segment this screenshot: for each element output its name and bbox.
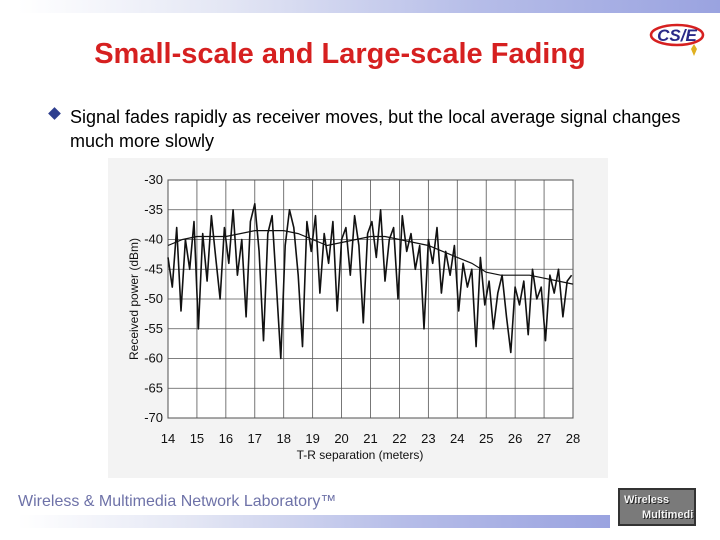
- logo-swoosh: [649, 23, 705, 47]
- cse-logo: CS/E: [649, 23, 705, 56]
- x-tick-label: 24: [450, 431, 464, 446]
- bullet-diamond-icon: [48, 107, 61, 120]
- x-tick-label: 17: [248, 431, 262, 446]
- x-tick-label: 25: [479, 431, 493, 446]
- logo-text: CS/E: [657, 26, 697, 45]
- x-tick-label: 20: [334, 431, 348, 446]
- chart-grid: [167, 179, 574, 419]
- top-accent-bar: [18, 0, 720, 13]
- y-tick-label: -50: [144, 291, 163, 306]
- y-tick-label: -70: [144, 410, 163, 425]
- x-tick-label: 14: [161, 431, 175, 446]
- bullet-text: Signal fades rapidly as receiver moves, …: [70, 107, 681, 151]
- footer-logo-line1: Wireless: [624, 494, 670, 506]
- x-axis-label: T-R separation (meters): [297, 448, 424, 462]
- x-tick-label: 19: [305, 431, 319, 446]
- footer-lab-name: Wireless & Multimedia Network Laboratory…: [18, 493, 337, 510]
- x-tick-label: 21: [363, 431, 377, 446]
- y-tick-label: -40: [144, 232, 163, 247]
- x-tick-label: 15: [190, 431, 204, 446]
- fading-chart: -30 -35 -40 -45 -50 -55 -60 -65 -70 14 15 16 17 18 19…: [108, 158, 608, 478]
- x-tick-labels: 14 15 16 17 18 19 20 21 22 23 24 25 26 27 28: [161, 431, 580, 446]
- y-tick-label: -65: [144, 380, 163, 395]
- bottom-accent-bar: [18, 515, 610, 528]
- y-tick-label: -45: [144, 261, 163, 276]
- series-received-signal: [167, 202, 573, 360]
- x-tick-label: 16: [219, 431, 233, 446]
- x-tick-label: 26: [508, 431, 522, 446]
- x-tick-label: 22: [392, 431, 406, 446]
- series-local-average: [167, 229, 574, 285]
- y-tick-label: -30: [144, 172, 163, 187]
- y-tick-label: -60: [144, 351, 163, 366]
- wireless-multimedia-logo: Wireless Multimedia: [618, 488, 696, 526]
- x-tick-label: 27: [537, 431, 551, 446]
- y-axis-label: Received power (dBm): [127, 238, 141, 360]
- logo-diamond-icon: [691, 44, 697, 56]
- x-tick-label: 28: [566, 431, 580, 446]
- x-tick-label: 23: [421, 431, 435, 446]
- y-tick-label: -35: [144, 202, 163, 217]
- footer-logo-line2: Multimedia: [642, 509, 696, 521]
- x-tick-label: 18: [276, 431, 290, 446]
- y-tick-labels: -30 -35 -40 -45 -50 -55 -60 -65 -70: [144, 172, 163, 425]
- y-tick-label: -55: [144, 321, 163, 336]
- chart-svg: -30 -35 -40 -45 -50 -55 -60 -65 -70 14 15 16 17 18 19…: [108, 158, 608, 478]
- slide-title: Small-scale and Large-scale Fading: [94, 38, 586, 70]
